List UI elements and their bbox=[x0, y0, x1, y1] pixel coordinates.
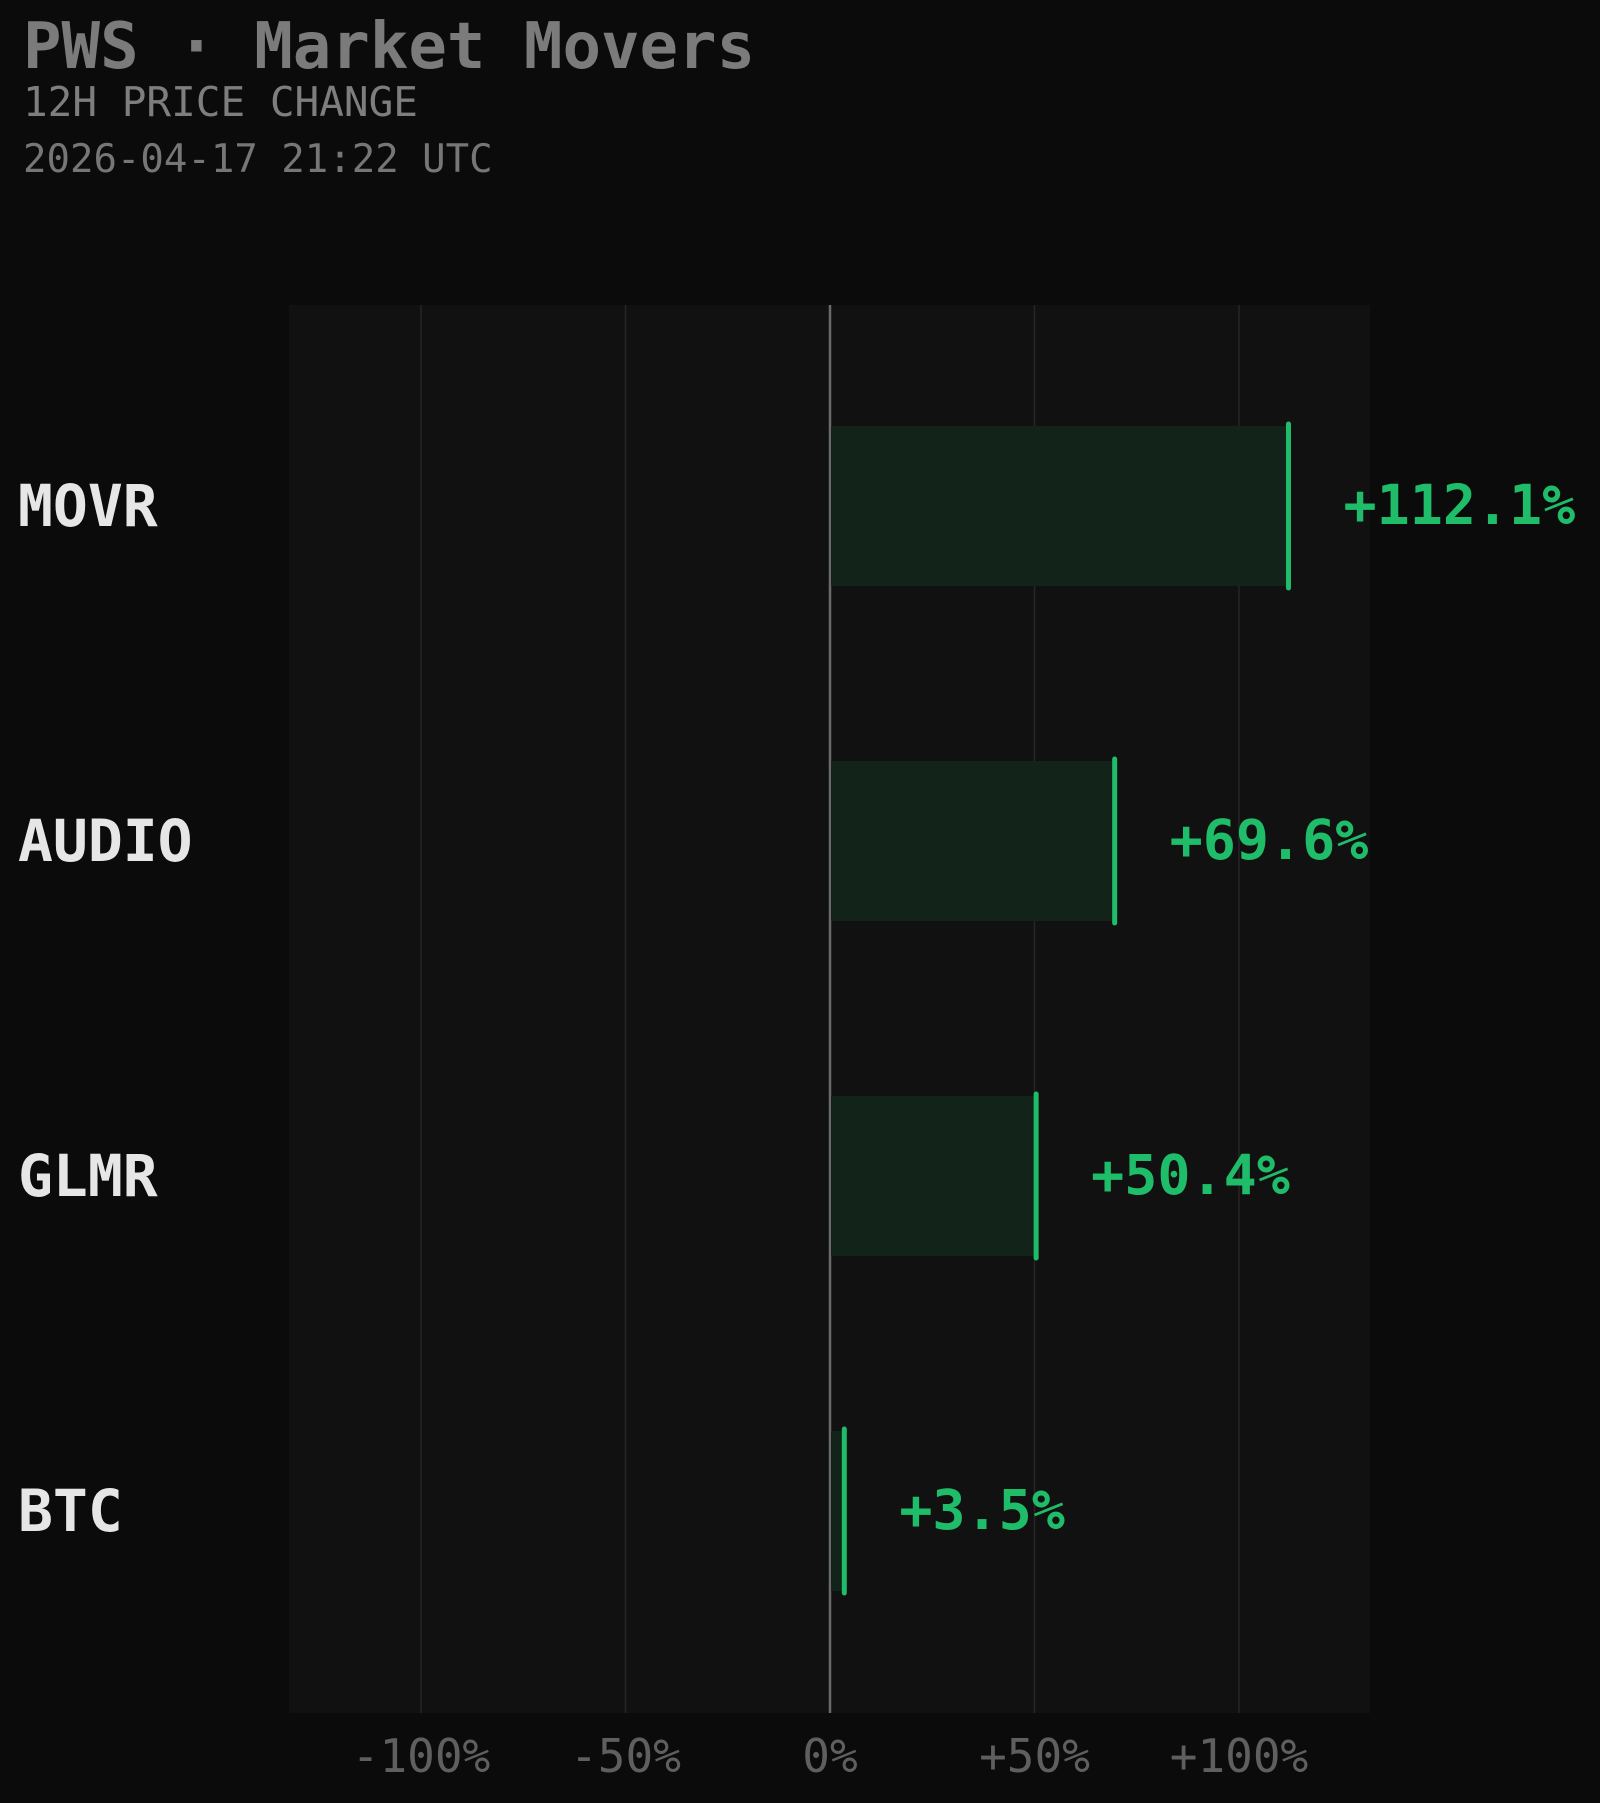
bar bbox=[831, 761, 1115, 921]
bar bbox=[831, 1431, 845, 1591]
category-label: BTC bbox=[18, 1477, 123, 1545]
value-label: +3.5% bbox=[899, 1478, 1065, 1542]
x-tick-label: -50% bbox=[570, 1729, 681, 1783]
chart-timestamp: 2026-04-17 21:22 UTC bbox=[23, 137, 493, 182]
bar bbox=[831, 1096, 1037, 1256]
chart-title: PWS · Market Movers bbox=[23, 10, 756, 84]
value-label: +112.1% bbox=[1343, 473, 1575, 537]
x-tick-label: +100% bbox=[1170, 1729, 1308, 1783]
value-label: +50.4% bbox=[1091, 1143, 1290, 1207]
category-label: GLMR bbox=[18, 1142, 158, 1210]
chart-subtitle: 12H PRICE CHANGE bbox=[23, 78, 418, 126]
chart-header: PWS · Market Movers 12H PRICE CHANGE 202… bbox=[23, 10, 755, 184]
category-label: AUDIO bbox=[18, 807, 193, 875]
x-tick-label: -100% bbox=[352, 1729, 490, 1783]
bar bbox=[831, 426, 1289, 586]
value-label: +69.6% bbox=[1170, 808, 1369, 872]
category-label: MOVR bbox=[18, 472, 158, 540]
x-tick-label: 0% bbox=[802, 1729, 857, 1783]
x-tick-label: +50% bbox=[979, 1729, 1090, 1783]
